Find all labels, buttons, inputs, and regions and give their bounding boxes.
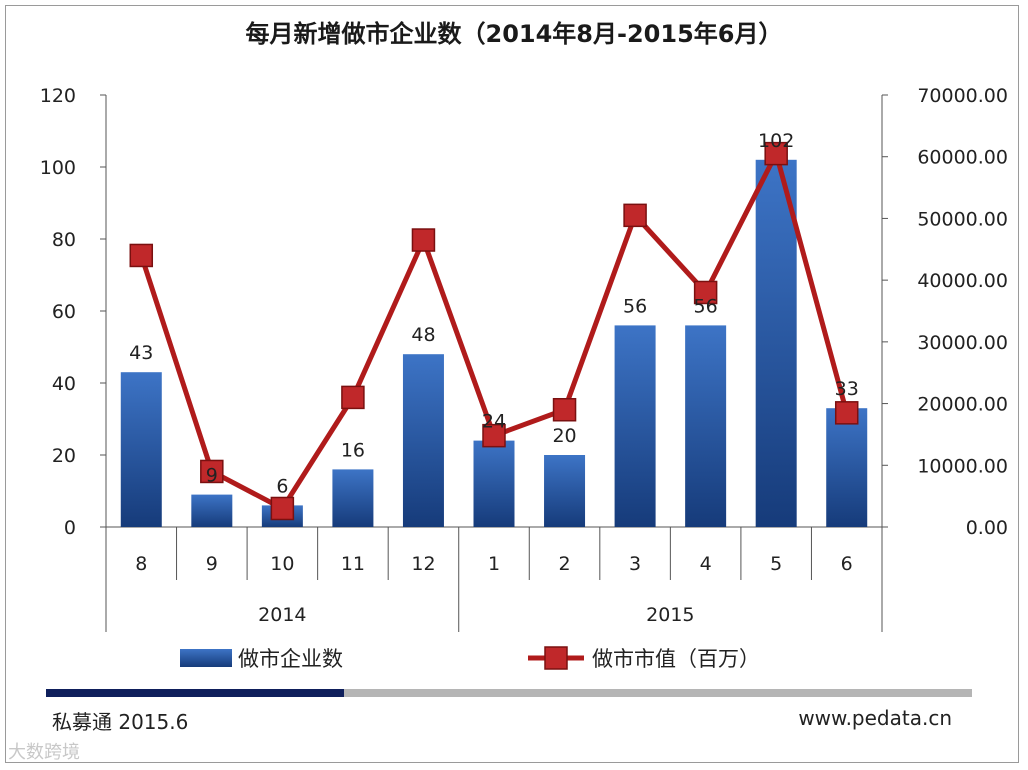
year-group-label: 2014 [258,604,306,626]
bar [755,159,797,528]
bar-data-label: 24 [482,411,506,433]
line-marker [834,401,859,425]
chart-frame [5,5,1019,763]
bar-data-label: 56 [623,295,647,317]
bar [826,408,868,527]
bar [120,372,162,527]
x-tick-label: 4 [700,553,712,575]
x-tick-label: 9 [206,553,218,575]
bar-data-label: 102 [758,130,794,152]
line-marker [341,385,365,410]
left-tick-label: 100 [40,157,76,179]
line-marker [129,243,154,268]
bar-data-label: 20 [552,425,576,447]
right-tick-label: 30000.00 [917,332,1008,354]
right-tick-label: 40000.00 [917,270,1008,292]
x-tick-label: 5 [770,553,782,575]
bar [544,455,586,527]
right-tick-label: 70000.00 [917,85,1008,107]
source-label: 私募通 2015.6 [52,710,189,734]
footer-divider [46,689,972,697]
bar-data-label: 48 [411,324,435,346]
x-tick-label: 2 [558,553,570,575]
x-tick-label: 3 [629,553,641,575]
x-tick-label: 6 [841,553,853,575]
right-tick-label: 50000.00 [917,208,1008,230]
left-tick-label: 20 [52,445,76,467]
website-label: www.pedata.cn [798,706,952,730]
x-tick-label: 8 [135,553,147,575]
line-marker [623,203,647,228]
x-tick-label: 12 [411,553,435,575]
right-tick-label: 20000.00 [917,394,1008,416]
legend-bar-label: 做市企业数 [238,647,343,671]
footer-divider-accent [46,689,344,697]
bar-data-label: 56 [694,295,718,317]
bar [614,325,656,527]
bar [473,440,515,527]
line-marker [764,141,788,166]
watermark: 大数跨境 [8,742,80,763]
line-marker [270,496,295,521]
bar-data-label: 16 [341,439,365,461]
bar [685,325,727,527]
left-tick-label: 80 [52,229,76,251]
legend-bar-swatch [180,649,232,667]
bar-data-label: 43 [129,342,153,364]
x-tick-label: 1 [488,553,500,575]
year-group-label: 2015 [646,604,694,626]
bar [332,469,374,527]
left-tick-label: 120 [40,85,76,107]
legend-line-marker [544,646,568,670]
line-marker [693,280,718,305]
bar-data-label: 9 [206,465,218,487]
bar [191,494,233,527]
right-tick-label: 10000.00 [917,455,1008,477]
bar-data-label: 6 [276,475,288,497]
left-tick-label: 40 [52,373,76,395]
x-tick-label: 10 [270,553,294,575]
chart-title: 每月新增做市企业数（2014年8月-2015年6月） [245,20,783,48]
line-marker [482,423,506,448]
left-tick-label: 0 [64,517,76,539]
bar [402,354,444,527]
legend-line-label: 做市市值（百万） [592,647,760,671]
left-tick-label: 60 [52,301,76,323]
line-marker [411,228,436,252]
right-tick-label: 60000.00 [917,147,1008,169]
bar-data-label: 33 [835,378,859,400]
right-tick-label: 0.00 [966,517,1008,539]
x-tick-label: 11 [341,553,365,575]
line-marker [200,459,224,484]
line-marker [552,397,577,422]
